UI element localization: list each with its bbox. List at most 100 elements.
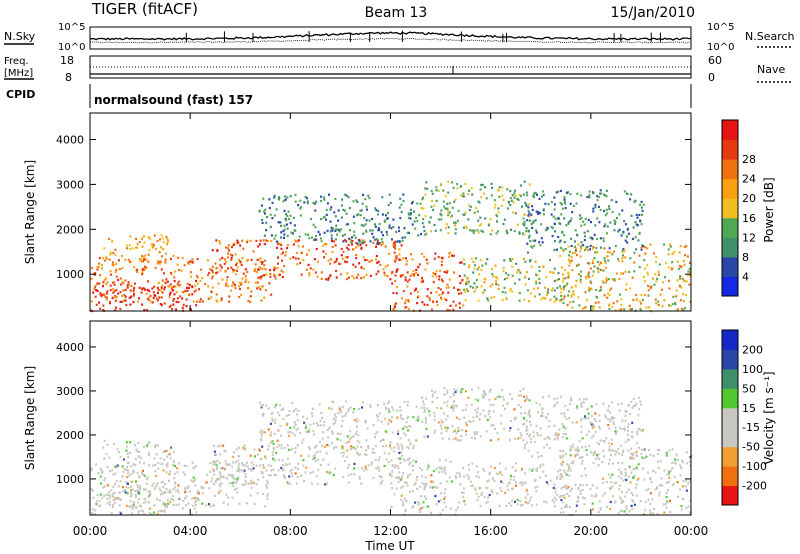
heatmap-cell [402,200,405,203]
heatmap-cell [629,413,632,416]
heatmap-cell [463,416,466,419]
heatmap-cell [280,444,283,447]
heatmap-cell [385,408,388,411]
heatmap-cell [116,447,119,450]
heatmap-cell [164,491,166,494]
heatmap-cell [632,468,635,471]
heatmap-cell [517,428,520,431]
heatmap-cell [598,414,601,417]
heatmap-cell [560,412,563,415]
heatmap-cell [465,430,468,433]
heatmap-cell [562,288,565,291]
heatmap-cell [657,303,660,306]
heatmap-cell [360,467,363,470]
heatmap-cell [226,256,229,259]
heatmap-cell [358,475,361,479]
heatmap-cell [156,299,159,302]
heatmap-cell [606,480,609,484]
heatmap-cell [625,288,627,291]
heatmap-cell [277,469,280,472]
heatmap-cell [192,476,195,479]
heatmap-cell [365,219,368,222]
heatmap-cell [196,276,199,279]
heatmap-cell [108,491,111,494]
heatmap-cell [278,444,281,447]
heatmap-cell [194,478,197,481]
heatmap-cell [669,469,672,472]
heatmap-cell [261,218,264,221]
heatmap-cell [374,225,377,228]
heatmap-cell [133,292,135,296]
heatmap-cell [320,199,322,203]
heatmap-cell [679,299,682,302]
heatmap-cell [378,456,381,459]
heatmap-cell [629,198,632,201]
heatmap-cell [167,490,170,493]
heatmap-cell [346,246,349,249]
heatmap-cell [632,452,635,455]
heatmap-cell [685,451,688,454]
heatmap-cell [380,238,383,241]
heatmap-cell [106,466,109,469]
heatmap-cell [480,183,483,187]
heatmap-cell [453,393,456,397]
heatmap-cell [592,207,595,210]
heatmap-cell [378,469,381,472]
heatmap-cell [170,271,172,275]
heatmap-cell [294,257,297,260]
heatmap-cell [105,292,108,295]
heatmap-cell [404,509,407,512]
heatmap-cell [523,446,526,450]
heatmap-cell [569,193,572,196]
heatmap-cell [601,279,604,283]
heatmap-cell [146,309,149,312]
heatmap-cell [134,493,137,497]
heatmap-cell [585,299,588,302]
heatmap-cell [154,486,157,489]
heatmap-cell [148,249,151,252]
heatmap-cell [461,409,464,412]
heatmap-cell [266,497,269,501]
heatmap-cell [377,270,380,273]
heatmap-cell [219,264,222,267]
heatmap-cell [448,476,451,479]
heatmap-cell [416,219,419,223]
heatmap-cell [367,444,369,448]
heatmap-cell [502,266,505,269]
heatmap-cell [624,478,627,481]
heatmap-cell [298,235,301,238]
heatmap-cell [320,271,323,274]
noise-right-tick-bottom: 10^0 [707,42,734,53]
heatmap-cell [510,504,513,507]
heatmap-cell [334,197,337,201]
heatmap-cell [537,287,540,290]
heatmap-cell [408,278,411,281]
heatmap-cell [323,256,326,259]
heatmap-cell [412,274,415,277]
heatmap-cell [528,414,531,417]
heatmap-cell [467,463,470,467]
heatmap-cell [569,301,572,304]
power-panel-frame [89,112,692,312]
heatmap-cell [584,306,587,309]
heatmap-cell [615,481,618,484]
heatmap-cell [584,248,586,252]
heatmap-cell [94,284,97,287]
heatmap-cell [411,202,413,205]
heatmap-cell [425,427,428,430]
heatmap-cell [259,458,262,461]
heatmap-cell [516,271,518,274]
heatmap-cell [319,419,322,422]
heatmap-cell [440,421,443,424]
heatmap-cell [261,472,264,475]
heatmap-cell [590,494,593,497]
heatmap-cell [596,195,599,198]
heatmap-cell [613,279,616,282]
heatmap-cell [611,462,614,465]
heatmap-cell [486,480,489,483]
heatmap-cell [645,489,648,492]
heatmap-cell [137,509,140,513]
heatmap-cell [564,202,567,205]
heatmap-cell [390,272,393,275]
